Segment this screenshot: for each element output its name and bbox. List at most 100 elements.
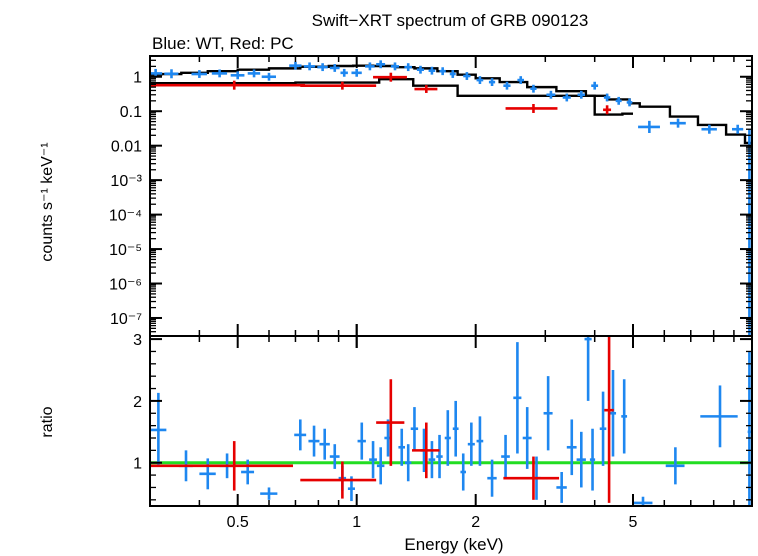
data-point-wt — [428, 66, 436, 75]
x-axis-label: Energy (keV) — [404, 535, 503, 554]
ratio-point-wt — [700, 385, 738, 448]
x-tick-label: 1 — [352, 514, 361, 531]
ratio-y-axis-label: ratio — [39, 406, 56, 437]
y-tick-label: 0.1 — [120, 104, 142, 121]
ratio-point-wt — [436, 434, 443, 479]
ratio-point-wt — [460, 453, 466, 491]
ratio-point-wt — [199, 458, 216, 490]
ratio-point-wt — [452, 400, 459, 457]
data-point-wt — [562, 93, 571, 102]
data-point-wt — [191, 70, 207, 78]
ratio-point-wt — [584, 336, 592, 401]
ratio-point-wt — [294, 419, 307, 451]
spectrum-panel-frame — [149, 55, 753, 337]
y-tick-label: 10⁻⁴ — [109, 208, 142, 225]
ratio-point-wt — [444, 410, 451, 466]
ratio-point-wt — [621, 379, 628, 454]
data-point-pc — [505, 103, 558, 113]
ratio-point-wt — [566, 419, 577, 476]
ratio-y-tick-label: 2 — [133, 394, 142, 411]
ratio-point-wt — [308, 425, 320, 457]
chart-subtitle: Blue: WT, Red: PC — [152, 34, 294, 53]
data-point-wt — [626, 98, 633, 107]
data-point-wt — [603, 93, 611, 102]
ratio-point-pc — [376, 379, 405, 466]
ratio-point-wt — [260, 487, 278, 500]
y-tick-label: 10⁻⁵ — [109, 242, 142, 259]
ratio-point-wt — [319, 428, 330, 460]
ratio-point-wt — [398, 428, 406, 466]
ratio-point-wt — [405, 444, 412, 482]
ratio-point-pc — [411, 422, 440, 479]
ratio-point-pc — [300, 461, 377, 499]
ratio-point-wt — [476, 416, 484, 466]
data-point-wt — [247, 69, 261, 78]
chart-title: Swift−XRT spectrum of GRB 090123 — [312, 11, 589, 30]
model-curve-pc — [150, 77, 634, 116]
ratio-point-wt — [150, 392, 167, 468]
ratio-point-wt — [369, 441, 377, 479]
y-tick-label: 10⁻³ — [110, 173, 142, 190]
ratio-point-wt — [543, 376, 553, 451]
spectrum-y-axis-label: counts s⁻¹ keV⁻¹ — [39, 142, 56, 261]
ratio-point-pc — [503, 456, 560, 500]
y-tick-label: 1 — [133, 70, 142, 87]
data-point-wt — [463, 72, 471, 80]
model-curve-wt — [150, 64, 752, 145]
data-point-wt — [289, 61, 302, 70]
ratio-point-wt — [747, 351, 752, 506]
data-point-wt — [303, 62, 316, 71]
data-point-wt — [317, 63, 328, 72]
data-point-wt — [503, 81, 511, 90]
data-point-wt — [488, 78, 496, 87]
y-tick-label: 10⁻⁶ — [109, 277, 142, 294]
data-point-wt — [211, 69, 228, 78]
y-tick-label: 0.01 — [111, 139, 142, 156]
data-point-wt — [517, 76, 525, 85]
ratio-point-pc — [604, 336, 614, 503]
data-point-wt — [701, 124, 717, 134]
data-point-wt — [615, 96, 622, 105]
data-point-wt — [476, 76, 484, 85]
ratio-point-wt — [357, 422, 366, 460]
data-point-wt — [530, 84, 537, 93]
data-point-pc — [603, 105, 612, 115]
ratio-y-tick-label: 3 — [133, 332, 142, 349]
y-tick-label: 10⁻⁷ — [110, 311, 142, 328]
ratio-point-wt — [576, 431, 586, 488]
ratio-point-pc — [150, 441, 293, 491]
data-point-wt — [390, 62, 400, 71]
ratio-point-wt — [513, 342, 522, 454]
ratio-point-wt — [376, 447, 385, 485]
data-point-wt — [376, 60, 386, 69]
x-tick-label: 0.5 — [227, 514, 249, 531]
data-point-wt — [365, 62, 375, 71]
data-point-wt — [329, 64, 340, 72]
data-point-wt — [340, 68, 348, 77]
ratio-point-wt — [410, 407, 419, 451]
x-tick-label: 2 — [471, 514, 480, 531]
ratio-y-tick-label: 1 — [133, 456, 142, 473]
data-point-pc — [150, 80, 306, 90]
data-point-wt — [164, 69, 179, 79]
ratio-point-wt — [467, 422, 475, 466]
data-point-pc — [414, 85, 438, 93]
ratio-point-wt — [665, 447, 685, 485]
data-point-wt — [404, 63, 412, 72]
ratio-point-wt — [609, 370, 617, 457]
data-point-wt — [669, 118, 686, 128]
data-point-wt — [449, 70, 456, 78]
data-point-wt — [416, 65, 425, 74]
ratio-point-wt — [522, 407, 532, 469]
data-point-wt — [261, 72, 277, 81]
ratio-point-wt — [329, 444, 340, 469]
ratio-point-wt — [633, 496, 653, 506]
data-point-wt — [546, 90, 556, 99]
x-tick-label: 5 — [629, 514, 638, 531]
ratio-point-wt — [501, 434, 510, 479]
ratio-point-wt — [487, 459, 497, 497]
data-point-wt — [638, 120, 660, 133]
data-point-wt — [731, 124, 744, 134]
ratio-point-wt — [241, 459, 255, 485]
